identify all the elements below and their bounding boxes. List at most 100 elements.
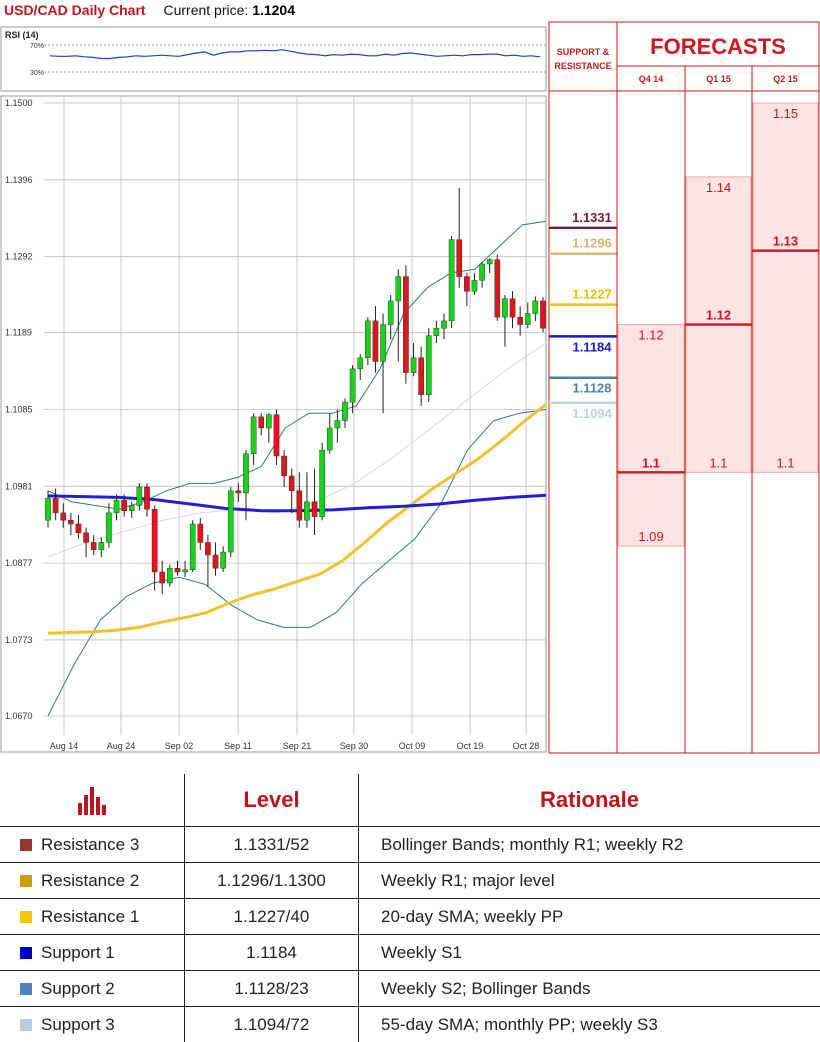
y-tick-label: 1.1500	[5, 98, 33, 108]
candle-body	[213, 555, 218, 568]
candle-body	[198, 524, 203, 542]
level-value: 1.1184	[185, 935, 359, 971]
forecast-high-label: 1.15	[773, 106, 798, 121]
candle-body	[327, 428, 332, 450]
y-tick-label: 1.0981	[5, 481, 33, 491]
candle-body	[411, 358, 416, 373]
level-name-cell: Resistance 1	[0, 899, 185, 935]
rsi-level-label: 70%	[30, 43, 44, 50]
level-swatch	[20, 911, 32, 923]
candle-body	[335, 421, 340, 428]
candle-body	[99, 542, 104, 549]
level-name-cell: Support 1	[0, 935, 185, 971]
candle-body	[533, 301, 538, 314]
level-value: 1.1296/1.1300	[185, 863, 359, 899]
x-tick-label: Oct 19	[457, 741, 484, 751]
sr-header-line2: RESISTANCE	[554, 61, 611, 71]
x-tick-label: Aug 14	[50, 741, 79, 751]
sr-level-label: 1.1184	[572, 339, 612, 354]
sr-level-label: 1.1128	[572, 381, 611, 396]
candle-body	[160, 572, 165, 583]
forecast-low-label: 1.1	[776, 455, 794, 470]
candle-body	[83, 533, 88, 543]
level-rationale: Bollinger Bands; monthly R1; weekly R2	[359, 827, 820, 863]
table-header-icon-cell	[0, 774, 185, 827]
candle-body	[106, 513, 111, 543]
candle-body	[434, 328, 439, 335]
forecast-mid-label: 1.12	[706, 308, 731, 323]
level-swatch	[20, 875, 32, 887]
y-tick-label: 1.1396	[5, 175, 33, 185]
price-panel	[1, 96, 546, 752]
candle-body	[76, 524, 81, 533]
level-name-cell: Support 2	[0, 971, 185, 1007]
candle-body	[396, 277, 401, 301]
candle-body	[525, 313, 530, 324]
candle-body	[365, 321, 370, 358]
forecast-quarter-label: Q1 15	[706, 74, 731, 84]
candle-body	[137, 487, 142, 505]
x-tick-label: Sep 02	[165, 741, 194, 751]
x-tick-label: Sep 30	[340, 741, 369, 751]
sr-header-line1: SUPPORT &	[557, 47, 610, 57]
x-tick-label: Sep 21	[283, 741, 312, 751]
candle-body	[53, 498, 58, 513]
candle-body	[144, 487, 149, 509]
y-tick-label: 1.0670	[5, 711, 33, 721]
forecast-mid-label: 1.1	[642, 455, 660, 470]
level-swatch	[20, 839, 32, 851]
candle-body	[236, 491, 241, 493]
header-rationale: Rationale	[359, 774, 820, 827]
level-rationale: 20-day SMA; weekly PP	[359, 899, 820, 935]
candle-body	[320, 450, 325, 516]
table-header-row: Level Rationale	[0, 774, 820, 827]
rsi-panel	[1, 27, 546, 91]
candle-body	[457, 240, 462, 277]
candle-body	[45, 498, 50, 520]
candle-body	[441, 321, 446, 328]
candle-body	[182, 570, 187, 572]
forecast-low-label: 1.1	[709, 455, 727, 470]
chart-canvas: RSI (14)70%30%1.15001.13961.12921.11891.…	[0, 0, 820, 760]
candle-body	[358, 358, 363, 369]
level-rationale: Weekly S2; Bollinger Bands	[359, 971, 820, 1007]
forecast-range-box	[753, 103, 818, 472]
candle-body	[221, 552, 226, 568]
forecast-high-label: 1.14	[706, 180, 731, 195]
candle-body	[388, 301, 393, 325]
forecast-quarter-label: Q4 14	[639, 74, 664, 84]
level-name-cell: Resistance 2	[0, 863, 185, 899]
candle-body	[426, 336, 431, 395]
candle-body	[114, 500, 119, 513]
candle-body	[167, 568, 172, 583]
candle-body	[472, 280, 477, 291]
candle-body	[129, 506, 134, 511]
candle-body	[502, 299, 507, 317]
y-tick-label: 1.0773	[5, 635, 33, 645]
candle-body	[312, 502, 317, 517]
level-rationale: Weekly R1; major level	[359, 863, 820, 899]
forecast-low-label: 1.09	[638, 529, 663, 544]
candle-body	[464, 277, 469, 292]
y-tick-label: 1.1292	[5, 252, 33, 262]
candle-body	[403, 277, 408, 373]
candle-body	[175, 568, 180, 572]
candle-body	[304, 502, 309, 520]
forecast-quarter-label: Q2 15	[773, 74, 798, 84]
level-value: 1.1227/40	[185, 899, 359, 935]
candle-body	[152, 509, 157, 572]
level-name: Resistance 3	[41, 835, 139, 854]
candle-body	[350, 369, 355, 402]
y-tick-label: 1.1085	[5, 405, 33, 415]
y-tick-label: 1.1189	[5, 328, 32, 338]
x-tick-label: Aug 24	[107, 741, 136, 751]
candle-body	[274, 415, 279, 456]
level-name-cell: Resistance 3	[0, 827, 185, 863]
forecast-title: FORECASTS	[650, 34, 786, 59]
level-name: Support 2	[41, 979, 115, 998]
candle-body	[495, 260, 500, 318]
